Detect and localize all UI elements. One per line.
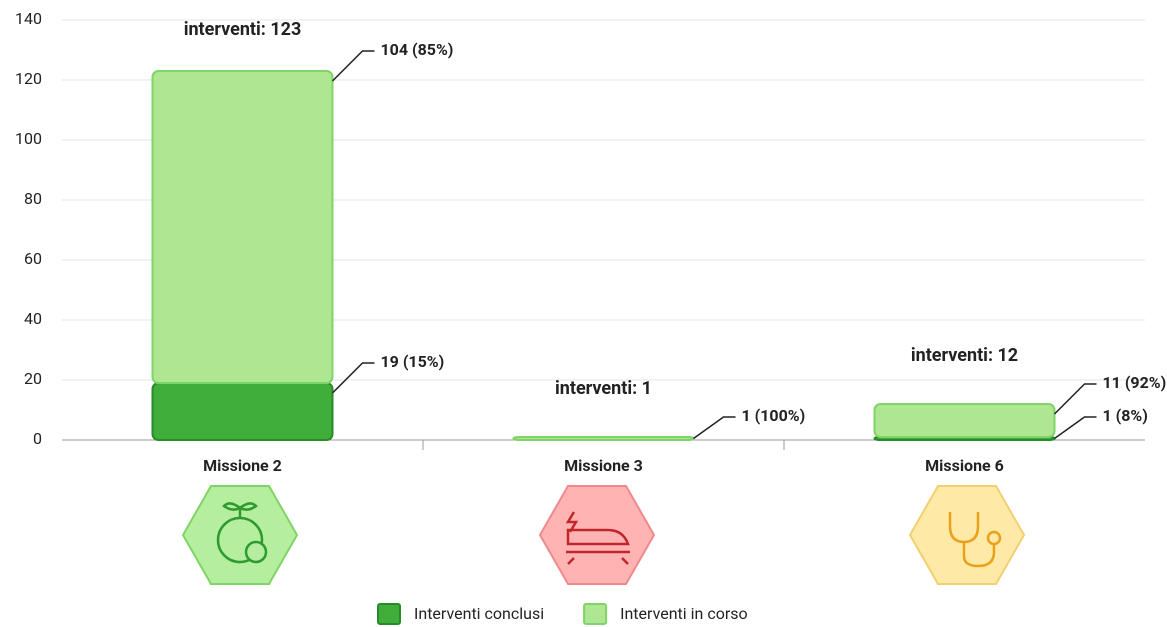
bar-segment <box>151 70 334 384</box>
x-tick-label: Missione 2 <box>203 456 282 475</box>
y-tick-label: 20 <box>24 369 42 388</box>
legend-label: Interventi in corso <box>620 604 748 623</box>
bar-segment <box>151 382 334 441</box>
y-tick-label: 100 <box>15 129 42 148</box>
leader-line <box>331 362 375 394</box>
legend-swatch <box>377 603 401 625</box>
icon-bolt <box>244 540 268 564</box>
y-tick-label: 120 <box>15 69 42 88</box>
y-tick-label: 40 <box>24 309 42 328</box>
category-icons <box>181 485 1026 585</box>
icon-leaf <box>222 502 258 518</box>
y-tick-label: 60 <box>24 249 42 268</box>
total-label: interventi: 1 <box>555 378 652 399</box>
total-label: interventi: 12 <box>911 345 1018 366</box>
value-label: 1 (8%) <box>1103 406 1148 425</box>
icon-stethoscope-head <box>986 530 1002 546</box>
legend-swatch <box>583 603 608 625</box>
leader-line <box>693 416 736 440</box>
bar-segment <box>512 436 695 441</box>
legend-label: Interventi conclusi <box>414 604 544 623</box>
icon-train <box>565 511 630 565</box>
y-tick-label: 0 <box>33 429 42 448</box>
value-label: 19 (15%) <box>381 352 445 371</box>
icon-hexagon <box>908 485 1026 585</box>
icon-hexagon <box>181 485 299 585</box>
value-label: 1 (100%) <box>742 406 806 425</box>
value-label: 104 (85%) <box>381 40 454 59</box>
icon-stethoscope <box>948 512 996 568</box>
icon-hexagon <box>538 485 656 585</box>
x-tick-label: Missione 6 <box>925 456 1004 475</box>
y-tick-label: 80 <box>24 189 42 208</box>
leader-line <box>1054 416 1097 440</box>
y-tick-label: 140 <box>15 9 42 28</box>
x-tick-label: Missione 3 <box>564 456 643 475</box>
leader-line <box>1053 383 1097 415</box>
value-label: 11 (92%) <box>1103 373 1167 392</box>
total-label: interventi: 123 <box>184 19 302 40</box>
leader-line <box>331 50 375 82</box>
bar-segment <box>873 403 1056 438</box>
